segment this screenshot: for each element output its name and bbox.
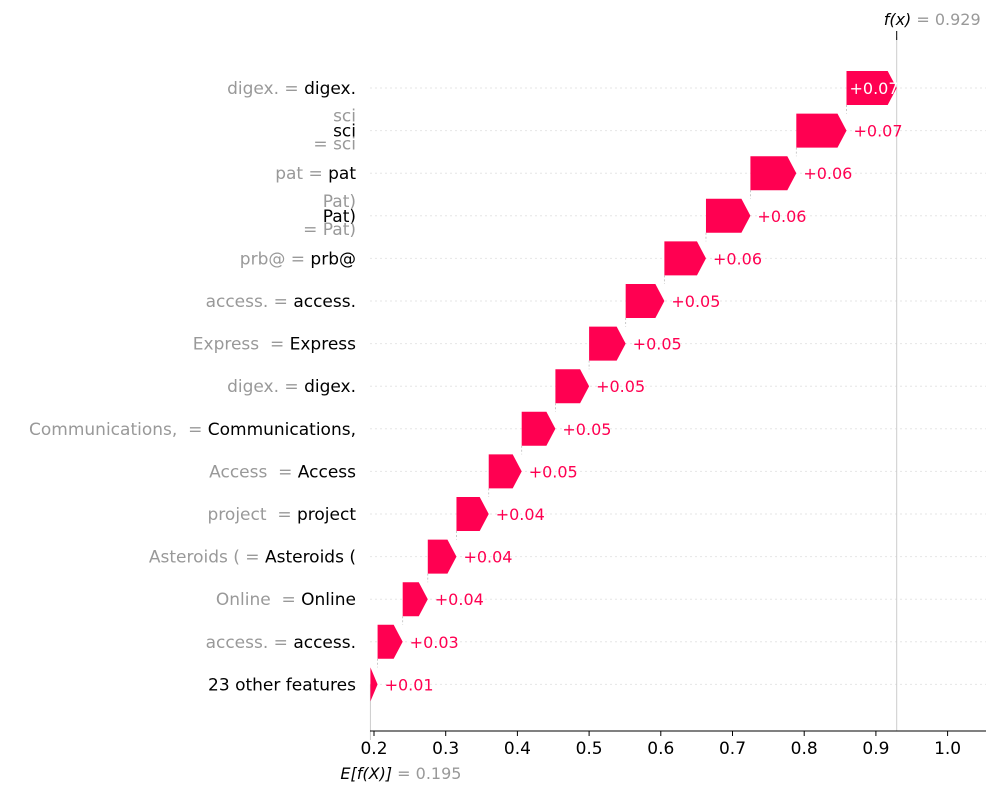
waterfall-bar [377, 624, 403, 659]
feature-label: Express = Express [193, 335, 356, 355]
waterfall-bar [427, 539, 457, 574]
feature-value-label: pat = [275, 164, 328, 184]
base-value-label: E[f(X)] = 0.195 [340, 764, 461, 783]
feature-name-label: Asteroids ( [265, 548, 356, 568]
x-tick-label: 0.6 [647, 739, 674, 759]
waterfall-bar [796, 113, 847, 148]
feature-value-label: Pat) [323, 192, 356, 212]
feature-name-label: Online [301, 590, 356, 610]
bar-value-label: +0.06 [757, 207, 806, 226]
feature-value-label: sci [333, 107, 356, 127]
feature-label: digex. = digex. [227, 79, 356, 99]
feature-value-label: Asteroids ( = [149, 548, 265, 568]
x-tick-label: 0.3 [432, 739, 459, 759]
feature-label: access. = access. [206, 292, 356, 312]
feature-label: Online = Online [216, 590, 356, 610]
bar-value-label: +0.04 [435, 590, 484, 609]
waterfall-bar [664, 241, 706, 276]
feature-label: access. = access. [206, 633, 356, 653]
feature-label: Communications, = Communications, [29, 420, 356, 440]
feature-name-label: project [297, 505, 356, 525]
bar-value-label: +0.05 [596, 377, 645, 396]
x-tick-label: 0.4 [504, 739, 531, 759]
x-tick-label: 0.8 [791, 739, 818, 759]
feature-name-label: Communications, [208, 420, 356, 440]
bar-value-label: +0.06 [713, 249, 762, 268]
bar-value-label: +0.04 [496, 505, 545, 524]
x-tick-label: 0.9 [862, 739, 889, 759]
feature-name-label: digex. [304, 79, 356, 99]
bar-value-label: +0.04 [463, 548, 512, 567]
waterfall-bar [589, 326, 626, 361]
feature-name-label: digex. [304, 377, 356, 397]
feature-label: prb@ = prb@ [240, 249, 356, 269]
waterfall-bar [488, 454, 522, 489]
feature-name-label: prb@ [310, 249, 356, 269]
bar-value-label: +0.05 [633, 335, 682, 354]
feature-name-label: pat [328, 164, 356, 184]
waterfall-bar [456, 497, 489, 531]
feature-name-label: Pat) [323, 207, 356, 227]
x-tick-label: 0.2 [360, 739, 387, 759]
feature-name-label: access. [293, 292, 356, 312]
feature-name-label: sci [333, 122, 356, 142]
feature-label: 23 other features [208, 675, 356, 695]
feature-value-label: = sci [313, 135, 356, 155]
bar-value-label: +0.06 [803, 164, 852, 183]
feature-value-label: Express = [193, 335, 290, 355]
output-value-text: = 0.929 [916, 10, 980, 29]
x-tick-label: 0.7 [719, 739, 746, 759]
feature-value-label: digex. = [227, 377, 304, 397]
waterfall-bar [402, 582, 428, 617]
waterfall-bar [846, 71, 897, 105]
feature-name-label: access. [293, 633, 356, 653]
waterfall-bar [705, 198, 751, 233]
feature-value-label: access. = [206, 292, 294, 312]
feature-label: Asteroids ( = Asteroids ( [149, 548, 356, 568]
feature-value-label: Online = [216, 590, 301, 610]
base-value-text: = 0.195 [397, 764, 461, 783]
feature-label: Access = Access [209, 462, 356, 482]
waterfall-bar [625, 284, 665, 318]
bar-value-label: +0.01 [385, 675, 434, 694]
x-tick-label: 1.0 [934, 739, 961, 759]
feature-label: pat = pat [275, 164, 356, 184]
waterfall-bar [370, 667, 378, 702]
output-label-prefix: f(x) [884, 10, 917, 29]
bar-value-label: +0.07 [850, 79, 899, 98]
feature-name-label: Access [298, 462, 356, 482]
feature-name-label: Express [290, 335, 357, 355]
waterfall-bar [555, 369, 590, 404]
feature-value-label: = Pat) [303, 220, 356, 240]
feature-label: digex. = digex. [227, 377, 356, 397]
bar-value-label: +0.05 [671, 292, 720, 311]
feature-label: project = project [208, 505, 357, 525]
bar-value-label: +0.05 [529, 462, 578, 481]
feature-name-label: 23 other features [208, 675, 356, 695]
base-label-prefix: E[f(X)] [340, 764, 397, 783]
feature-value-label: project = [208, 505, 297, 525]
feature-value-label: prb@ = [240, 249, 311, 269]
feature-value-label: access. = [206, 633, 294, 653]
waterfall-bar [750, 156, 797, 191]
feature-value-label: digex. = [227, 79, 304, 99]
output-value-label: f(x) = 0.929 [884, 10, 981, 29]
waterfall-bar [521, 411, 556, 446]
bar-value-label: +0.03 [410, 633, 459, 652]
feature-value-label: Access = [209, 462, 298, 482]
feature-value-label: Communications, = [29, 420, 208, 440]
bar-value-label: +0.07 [854, 122, 903, 141]
x-tick-label: 0.5 [576, 739, 603, 759]
bar-value-label: +0.05 [562, 420, 611, 439]
